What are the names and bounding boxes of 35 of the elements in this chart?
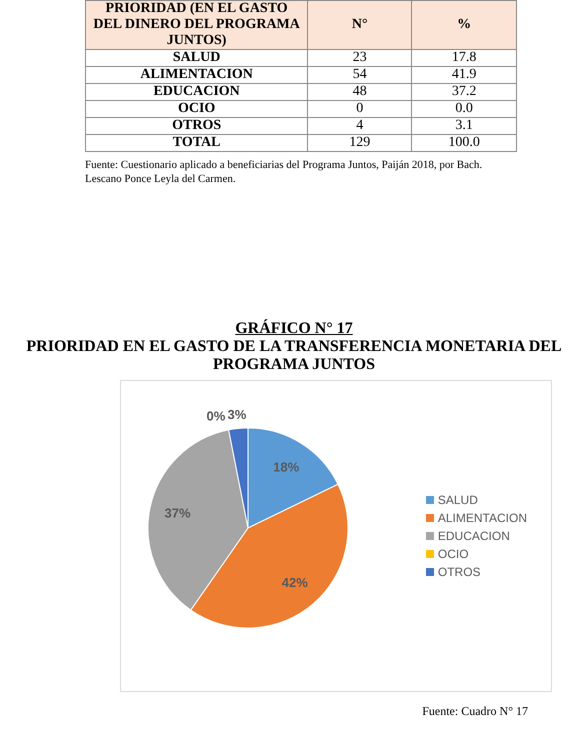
- legend-label: OCIO: [438, 547, 469, 561]
- legend-label: ALIMENTACION: [438, 511, 527, 525]
- text: 48: [308, 84, 412, 100]
- text: OTROS: [86, 118, 308, 134]
- data-label: 42%: [282, 575, 308, 590]
- data-label: 18%: [273, 459, 300, 474]
- text: 0%: [206, 408, 226, 424]
- source-note: Fuente: Cuestionario aplicado a beneficiarias del Programa Juntos, Paiján 2018, por Bach. Lescano Ponce Leyla del Carmen.: [85, 158, 484, 186]
- data-label: 37%: [164, 506, 191, 521]
- text: ALIMENTACION: [86, 66, 308, 84]
- data-label: 3%: [228, 407, 247, 422]
- text: 3.1: [412, 118, 516, 134]
- source-note: Fuente: Cuadro N° 17: [422, 704, 528, 719]
- text: EDUCACION: [86, 84, 308, 100]
- chart-subtitle: PRIORIDAD EN EL GASTO DE LA TRANSFERENCIA MONETARIA DEL PROGRAMA JUNTOS: [25, 338, 563, 374]
- text: N°: [308, 0, 412, 50]
- legend-label: EDUCACION: [438, 529, 510, 543]
- text: 0: [308, 100, 412, 118]
- text: 23: [308, 50, 412, 66]
- text: PRIORIDAD (EN EL GASTO DEL DINERO DEL PROGRAMA JUNTOS): [86, 0, 308, 50]
- chart-title: GRÁFICO N° 17: [234, 320, 354, 338]
- legend-label: OTROS: [438, 565, 481, 579]
- text: 4: [308, 118, 412, 134]
- legend-label: SALUD: [438, 493, 478, 507]
- text: 17.8: [412, 50, 516, 66]
- text: SALUD: [86, 50, 308, 66]
- text: TOTAL: [86, 134, 308, 152]
- text: OCIO: [86, 100, 308, 118]
- text: 54: [308, 66, 412, 84]
- text: 41.9: [412, 66, 516, 84]
- text: 0.0: [412, 100, 516, 118]
- text: 100.0: [412, 134, 516, 152]
- text: 37.2: [412, 84, 516, 100]
- text: %: [412, 0, 516, 50]
- text: 129: [308, 134, 412, 152]
